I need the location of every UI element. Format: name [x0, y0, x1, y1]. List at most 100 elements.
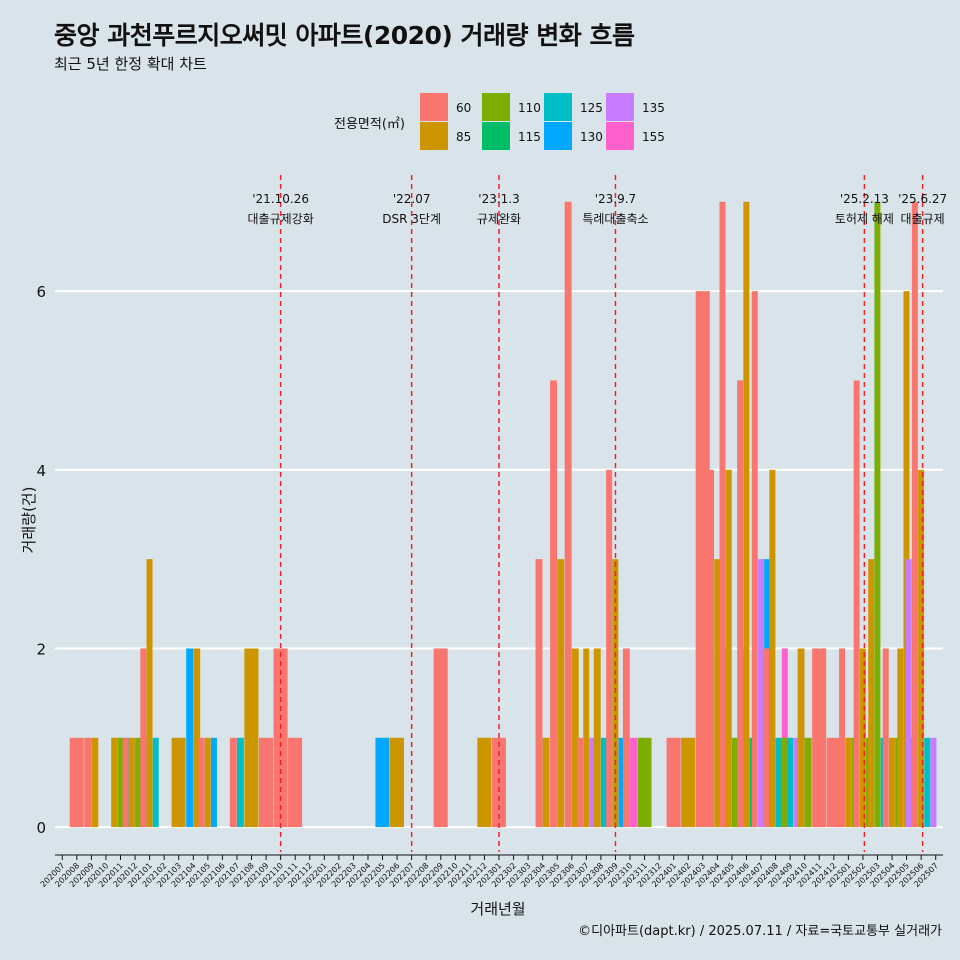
- legend-swatch-60: [420, 93, 448, 121]
- bars: [69, 201, 937, 828]
- event-label: 특례대출축소: [582, 212, 648, 226]
- bar-202111-60: [288, 737, 303, 828]
- bar-202307-60: [577, 737, 584, 828]
- bar-202011-85: [111, 737, 118, 828]
- bar-202212-85: [477, 737, 492, 828]
- legend-swatch-115: [482, 122, 510, 150]
- event-date: '25.6.27: [898, 192, 947, 206]
- bar-202505-85: [903, 291, 910, 828]
- bar-202408-125: [775, 737, 782, 828]
- bar-202404-85: [714, 559, 721, 828]
- bar-202101-125: [152, 737, 159, 828]
- event-label: 규제완화: [477, 212, 521, 226]
- bar-202101-60: [140, 648, 147, 828]
- y-tick-label: 6: [36, 283, 46, 301]
- legend-label-155: 155: [642, 130, 665, 144]
- bar-202105-130: [210, 737, 217, 828]
- event-date: '22.07: [393, 192, 431, 206]
- event-date: '23.9.7: [595, 192, 636, 206]
- legend-label-85: 85: [456, 130, 471, 144]
- bar-202306-60: [564, 201, 572, 828]
- y-axis: 0 2 4 6: [36, 283, 46, 837]
- bar-202505-85: [897, 648, 904, 828]
- bar-202410-85: [797, 648, 805, 828]
- legend-swatch-110: [482, 93, 510, 121]
- bar-202310-60: [622, 648, 630, 828]
- bar-202506-85: [918, 469, 925, 828]
- bar-202310-155: [630, 737, 637, 828]
- bar-202107-60: [229, 737, 237, 828]
- chart-subtitle: 최근 5년 한정 확대 차트: [54, 55, 207, 73]
- bar-202103-85: [171, 737, 186, 828]
- bar-202105-60: [198, 737, 205, 828]
- bar-202104-85: [193, 648, 201, 828]
- bar-202503-110: [874, 201, 881, 828]
- bar-202506-135: [930, 737, 937, 828]
- bar-202206-85: [389, 737, 405, 828]
- bar-202501-60: [839, 648, 846, 828]
- x-axis-label: 거래년월: [470, 900, 525, 918]
- bar-202304-85: [542, 737, 550, 828]
- bar-202101-85: [146, 559, 153, 828]
- legend-title: 전용면적(㎡): [334, 117, 405, 132]
- bar-202209-60: [433, 648, 448, 828]
- bar-202408-60: [763, 648, 770, 828]
- source-caption: ©디아파트(dapt.kr) / 2025.07.11 / 자료=국토교통부 실…: [578, 924, 942, 939]
- event-date: '21.10.26: [252, 192, 309, 206]
- bar-202407-135: [757, 559, 764, 828]
- bar-202407-60: [751, 291, 758, 828]
- bar-202406-60: [737, 380, 744, 828]
- bar-202205-130: [375, 737, 390, 828]
- bar-202307-135: [589, 737, 596, 828]
- bar-202105-85: [204, 737, 211, 828]
- bar-202406-85: [743, 201, 750, 828]
- legend-label-125: 125: [580, 101, 603, 115]
- bar-202412-60: [826, 737, 841, 828]
- y-tick-label: 2: [36, 640, 46, 658]
- bar-202109-60: [258, 737, 274, 828]
- bar-202402-85: [681, 737, 696, 828]
- bar-202506-135: [905, 559, 912, 828]
- event-markers: '21.10.26 대출규제강화 '22.07 DSR 3단계 '23.1.3 규제완화 '…: [248, 175, 947, 852]
- bar-202306-85: [571, 648, 579, 828]
- bar-202107-125: [236, 737, 244, 828]
- bar-202008-60: [69, 737, 84, 828]
- bar-202308-85: [593, 648, 601, 828]
- bar-202304-60: [535, 559, 543, 828]
- bar-202309-130: [618, 737, 625, 828]
- bar-202506-60: [911, 201, 918, 828]
- bar-202309-85: [612, 559, 619, 828]
- legend: 전용면적(㎡) 60 85 110 115 125 130 135 155: [334, 93, 665, 150]
- bar-202409-110: [780, 737, 787, 828]
- legend-swatch-135: [606, 93, 634, 121]
- event-label: 토허제 해제: [835, 212, 894, 226]
- y-tick-label: 4: [36, 462, 46, 480]
- bar-202506-125: [924, 737, 931, 828]
- bar-202305-85: [557, 559, 565, 828]
- legend-swatch-125: [544, 93, 572, 121]
- legend-swatch-155: [606, 122, 634, 150]
- legend-label-135: 135: [642, 101, 665, 115]
- bar-202108-85: [244, 648, 259, 828]
- bar-202411-60: [812, 648, 827, 828]
- y-tick-label: 0: [36, 819, 46, 837]
- bar-202009-60: [84, 737, 92, 828]
- bar-202011-110: [117, 737, 124, 828]
- event-date: '25.2.13: [840, 192, 889, 206]
- event-date: '23.1.3: [478, 192, 519, 206]
- legend-label-110: 110: [518, 101, 541, 115]
- event-label: 대출규제강화: [248, 212, 314, 226]
- bar-202503-85: [868, 559, 875, 828]
- y-axis-label: 거래량(건): [20, 487, 38, 554]
- bar-202501-85: [845, 737, 852, 828]
- event-label: DSR 3단계: [382, 212, 441, 226]
- legend-swatch-130: [544, 122, 572, 150]
- legend-label-130: 130: [580, 130, 603, 144]
- bar-202504-60: [882, 648, 889, 828]
- legend-label-60: 60: [456, 101, 471, 115]
- x-axis: 2020072020082020092020102020112020122021…: [39, 854, 943, 889]
- bar-202308-125: [600, 737, 608, 828]
- event-label: 대출규제: [901, 212, 945, 226]
- chart-title: 중앙 과천푸르지오써밋 아파트(2020) 거래량 변화 흐름: [54, 21, 635, 50]
- legend-swatch-85: [420, 122, 448, 150]
